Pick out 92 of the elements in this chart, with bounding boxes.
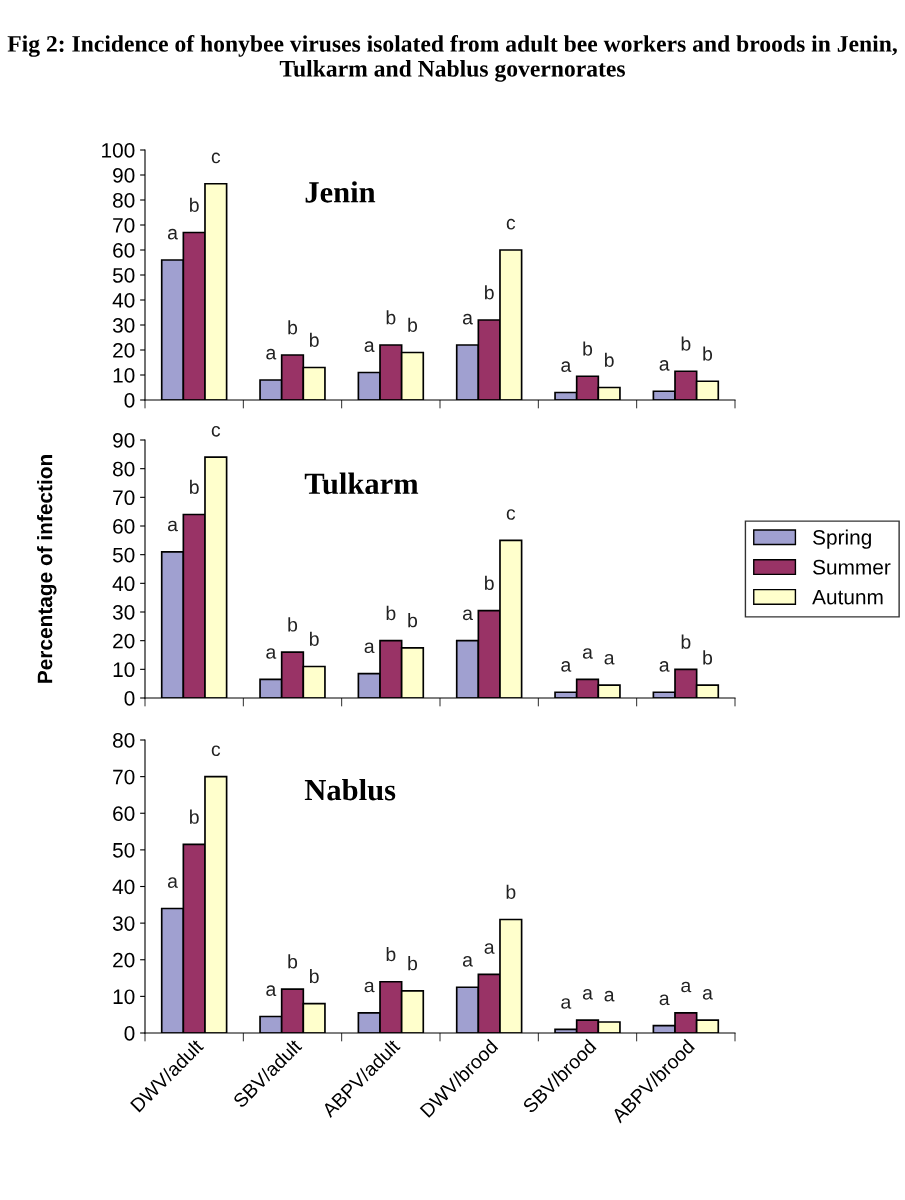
data-label: b [386, 946, 396, 962]
data-label: a [462, 313, 473, 325]
y-tick-label: 60 [113, 519, 135, 534]
data-label: b [506, 884, 516, 899]
y-tick-label: 10 [113, 989, 135, 1005]
data-label: b [485, 285, 494, 300]
data-label: b [485, 575, 494, 591]
data-label: b [583, 341, 593, 356]
y-tick-label: 50 [112, 547, 135, 563]
y-tick-label: 80 [113, 461, 135, 477]
data-label: a [462, 609, 473, 621]
data-label: a [561, 661, 572, 672]
data-label: a [659, 661, 670, 672]
y-tick-label: 20 [113, 343, 135, 358]
data-label: a [266, 985, 277, 997]
y-tick-label: 0 [124, 691, 135, 706]
legend-label: Spring [813, 529, 871, 549]
data-label: b [703, 650, 713, 665]
data-label: a [364, 642, 375, 654]
y-tick-label: 10 [113, 368, 135, 383]
y-tick-label: 90 [113, 168, 135, 183]
data-label: b [408, 956, 418, 971]
y-tick-label: 40 [112, 293, 135, 308]
data-label: a [364, 981, 375, 993]
text: Nablus [304, 778, 396, 801]
data-label: a [167, 877, 178, 888]
data-label: b [604, 352, 614, 367]
data-label: b [386, 605, 396, 621]
data-label: c [211, 152, 221, 164]
data-label: a [484, 943, 495, 954]
y-tick-label: 80 [113, 193, 135, 208]
y-tick-label: 50 [112, 842, 135, 858]
y-tick-label: 100 [102, 143, 135, 158]
data-label: b [288, 617, 298, 632]
data-label: a [561, 998, 572, 1009]
data-label: a [364, 341, 375, 352]
data-label: b [288, 320, 298, 335]
y-axis-title: Percentage of infection [37, 455, 57, 683]
caption: Fig 2: Incidence of honybee viruses isolated from adult bee workers and broods in Jenin, Tulkarm and Nablus governorates [7, 35, 897, 82]
data-label: b [681, 634, 691, 649]
data-label: b [190, 479, 199, 495]
data-label: a [582, 648, 593, 659]
y-tick-label: 20 [113, 633, 135, 649]
y-tick-label: 40 [112, 879, 135, 895]
text: Jenin [305, 181, 376, 203]
y-tick-label: 30 [112, 916, 135, 931]
data-label: a [266, 348, 277, 360]
legend-label: Autunm [812, 589, 883, 605]
data-label: a [681, 981, 692, 993]
data-label: a [604, 653, 615, 665]
data-label: b [386, 310, 396, 325]
data-label: b [288, 954, 298, 969]
y-tick-label: 10 [113, 662, 135, 678]
text: Tulkarm [304, 472, 419, 495]
data-label: a [582, 989, 593, 1000]
y-tick-label: 60 [113, 243, 135, 258]
data-label: b [190, 809, 199, 824]
y-tick-label: 50 [112, 268, 135, 283]
data-label: b [681, 336, 691, 351]
data-label: b [408, 613, 418, 628]
y-tick-label: 80 [113, 733, 135, 748]
data-label: c [506, 509, 516, 520]
y-tick-label: 90 [113, 433, 135, 448]
y-tick-label: 70 [113, 490, 135, 506]
legend-label: Summer [813, 559, 891, 575]
data-label: b [408, 317, 418, 332]
data-label: b [309, 631, 319, 646]
y-tick-label: 20 [113, 952, 135, 968]
data-label: b [309, 332, 319, 347]
y-tick-label: 30 [112, 605, 135, 620]
y-tick-label: 70 [113, 769, 135, 785]
data-label: a [167, 228, 178, 240]
data-label: b [703, 346, 713, 361]
y-tick-label: 60 [113, 806, 135, 821]
data-label: a [462, 956, 473, 967]
data-label: c [211, 426, 221, 437]
data-label: b [190, 197, 199, 212]
data-label: c [211, 745, 221, 757]
data-label: c [506, 218, 516, 230]
y-tick-label: 0 [124, 393, 135, 408]
data-label: a [659, 994, 670, 1006]
data-label: a [702, 989, 713, 1000]
data-label: b [309, 968, 319, 984]
y-tick-label: 40 [112, 576, 135, 592]
data-label: a [167, 520, 178, 532]
data-label: a [659, 360, 670, 371]
data-label: a [604, 990, 615, 1002]
y-tick-label: 70 [113, 218, 135, 233]
y-tick-label: 0 [124, 1026, 135, 1041]
y-tick-label: 30 [112, 318, 135, 333]
data-label: a [561, 361, 572, 372]
data-label: a [266, 648, 277, 659]
